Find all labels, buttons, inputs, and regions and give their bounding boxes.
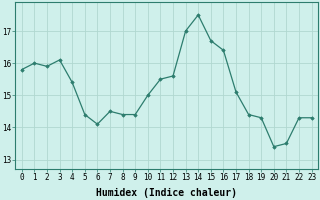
X-axis label: Humidex (Indice chaleur): Humidex (Indice chaleur): [96, 188, 237, 198]
